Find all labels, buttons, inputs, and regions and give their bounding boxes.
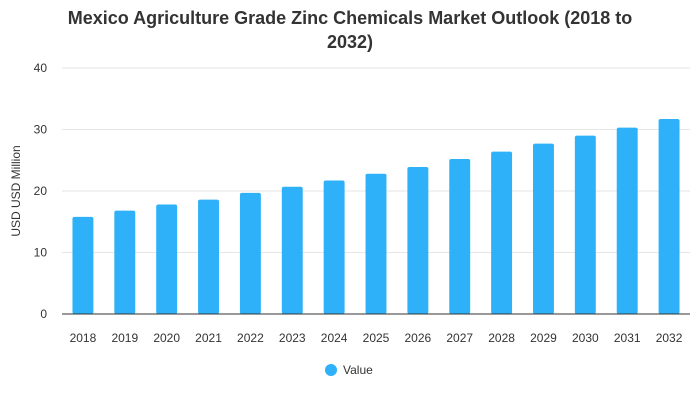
legend[interactable]: Value (325, 363, 373, 377)
chart-title-line-2: 2032) (326, 32, 374, 52)
y-tick-label: 20 (34, 184, 48, 198)
bar[interactable] (533, 143, 554, 314)
bar[interactable] (114, 210, 136, 314)
x-tick-label: 2025 (363, 331, 390, 345)
legend-marker (325, 364, 337, 376)
bar[interactable] (574, 135, 596, 314)
bar[interactable] (491, 151, 513, 314)
x-tick-label: 2019 (111, 331, 138, 345)
bar[interactable] (198, 199, 219, 314)
x-tick-label: 2028 (488, 331, 515, 345)
y-tick-label: 30 (34, 123, 48, 137)
chart-title-line-1: Mexico Agriculture Grade Zinc Chemicals … (67, 8, 633, 28)
bar[interactable] (72, 216, 94, 314)
y-tick-label: 0 (40, 307, 47, 321)
y-tick-label: 40 (34, 61, 48, 75)
x-tick-label: 2032 (656, 331, 683, 345)
bar[interactable] (156, 204, 178, 314)
y-axis-label: USD USD Million (9, 145, 23, 236)
x-tick-label: 2029 (530, 331, 557, 345)
x-tick-label: 2031 (614, 331, 641, 345)
x-tick-label: 2021 (195, 331, 222, 345)
bar[interactable] (365, 173, 387, 314)
x-tick-label: 2026 (405, 331, 432, 345)
legend-label: Value (343, 363, 373, 377)
bar[interactable] (323, 180, 345, 314)
x-tick-label: 2020 (153, 331, 180, 345)
bar[interactable] (449, 159, 471, 314)
x-tick-label: 2022 (237, 331, 264, 345)
x-tick-label: 2023 (279, 331, 306, 345)
x-tick-label: 2024 (321, 331, 348, 345)
bar[interactable] (407, 167, 429, 314)
chart-title: Mexico Agriculture Grade Zinc Chemicals … (0, 6, 700, 54)
bar[interactable] (616, 127, 638, 314)
bar[interactable] (239, 192, 261, 314)
x-tick-label: 2018 (70, 331, 97, 345)
x-tick-label: 2030 (572, 331, 599, 345)
bars (72, 119, 680, 314)
y-axis-ticks: 0 10 20 30 40 (34, 61, 48, 321)
bar[interactable] (658, 119, 680, 314)
y-tick-label: 10 (34, 246, 48, 260)
x-tick-label: 2027 (446, 331, 473, 345)
x-axis-ticks: 2018 2019 2020 2021 2022 2023 2024 2025 2026 2027… (70, 331, 683, 345)
bar[interactable] (281, 186, 303, 314)
